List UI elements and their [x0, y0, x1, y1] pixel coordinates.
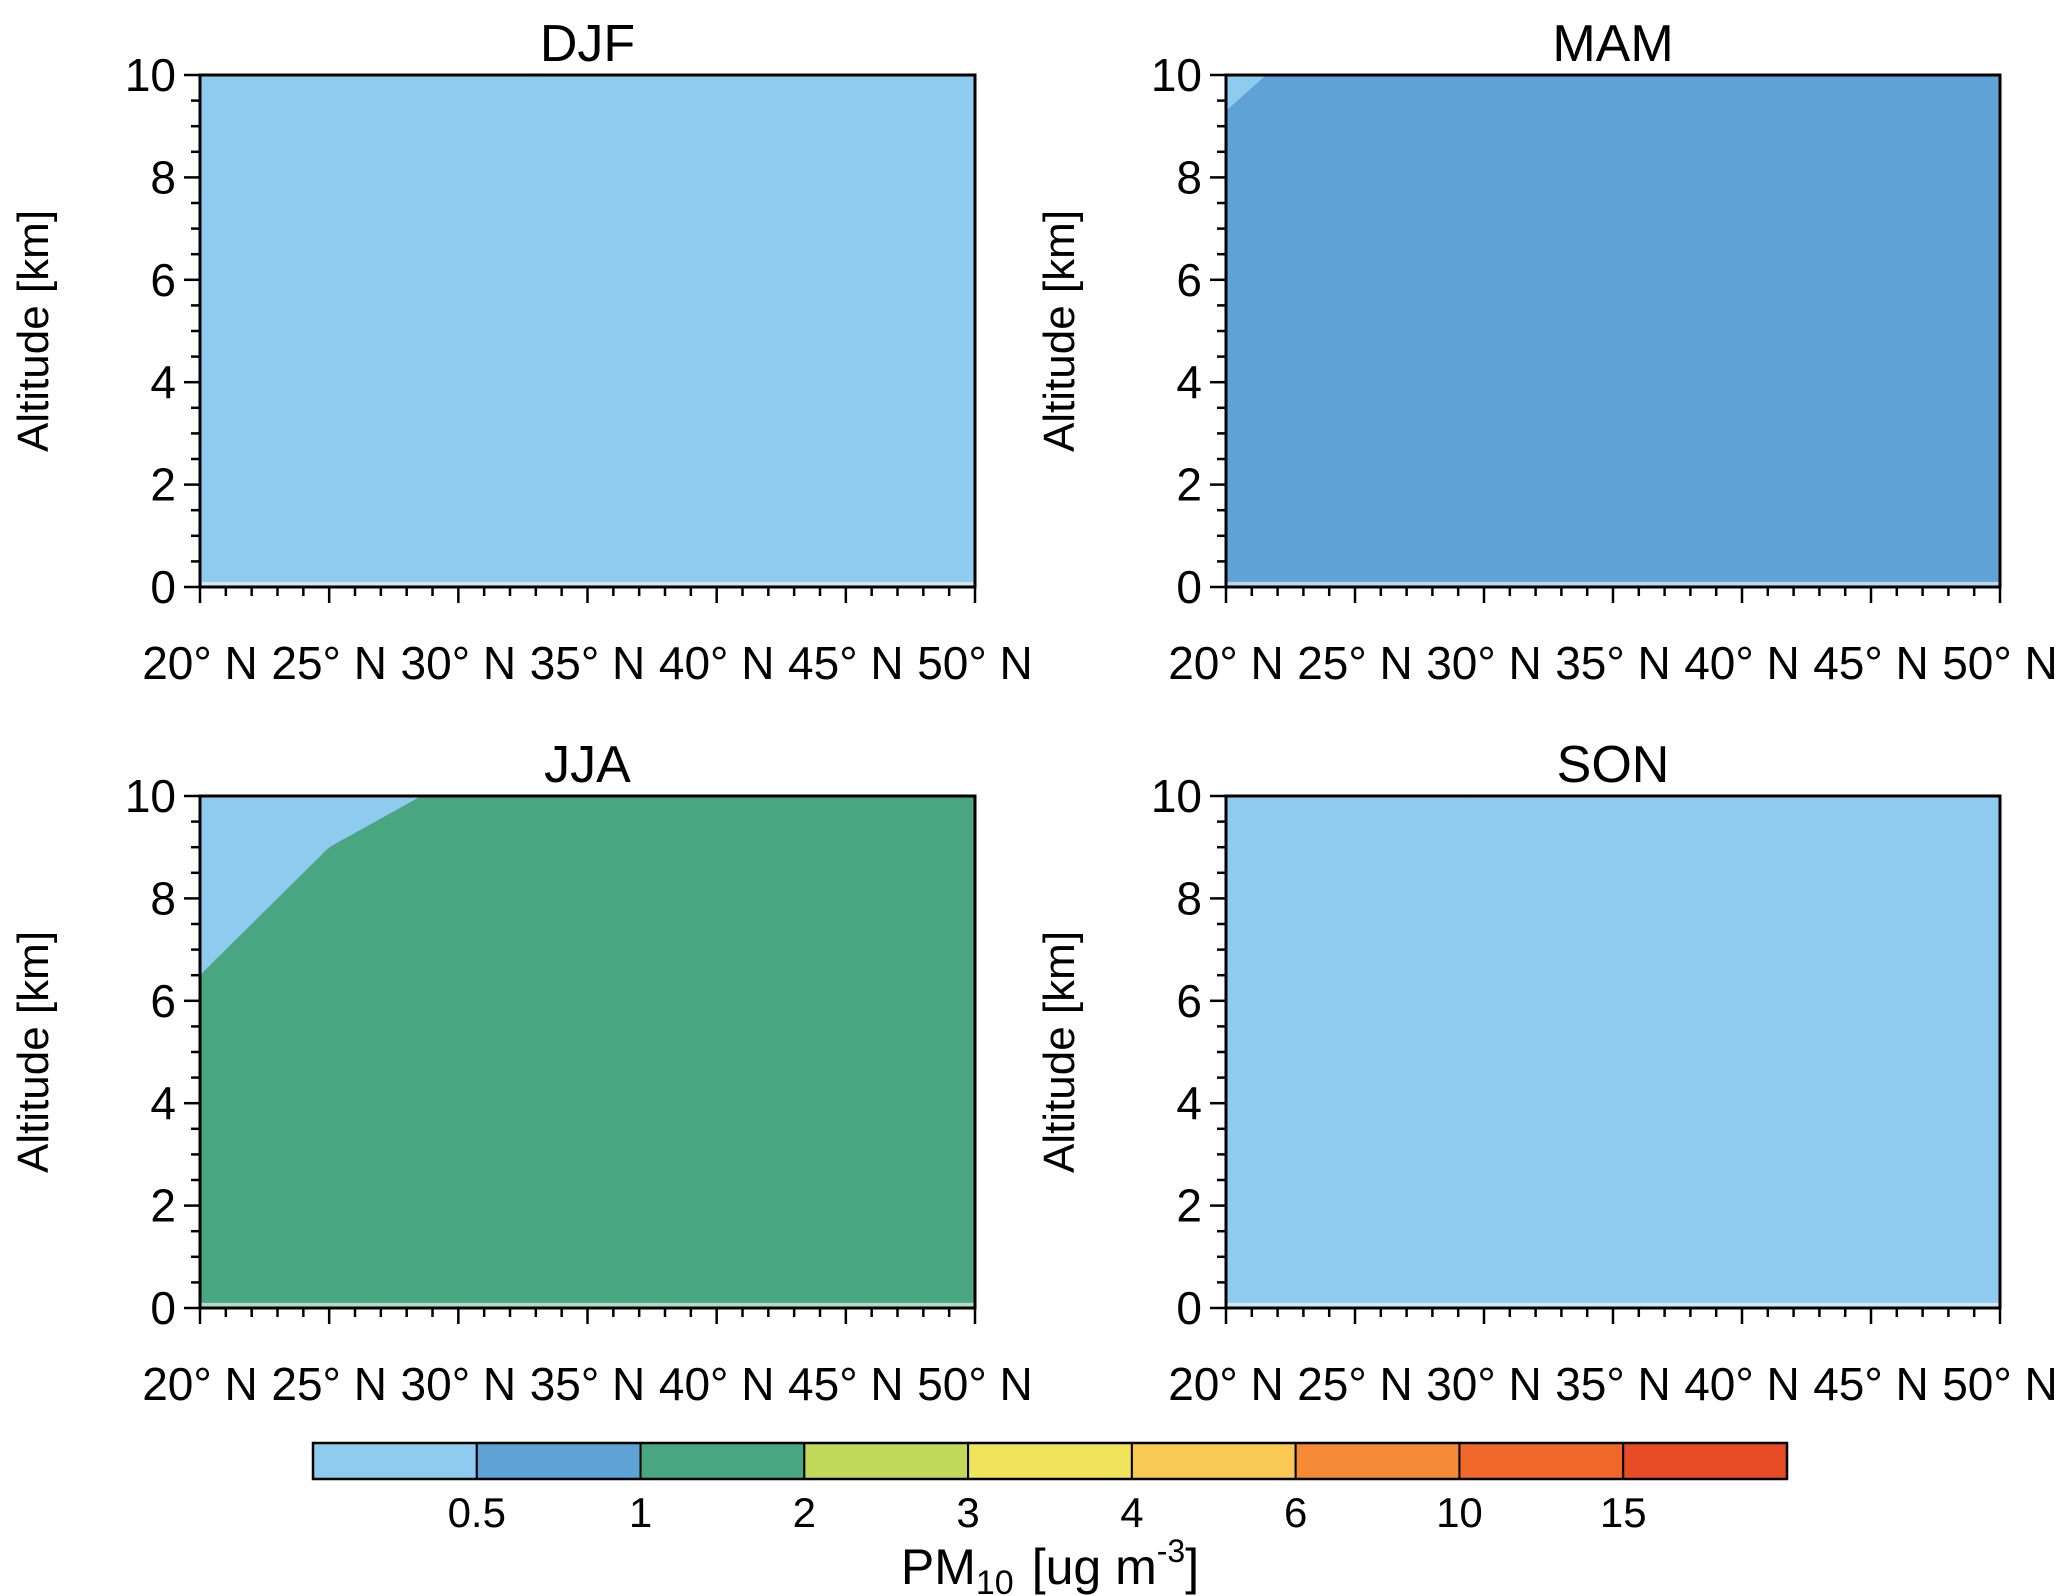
x-tick-label: 40° N — [659, 1358, 775, 1410]
contour-band — [200, 796, 975, 1308]
contour-band — [1226, 796, 2000, 1308]
contour-band — [1226, 75, 2000, 587]
y-tick-label: 4 — [1176, 1077, 1202, 1129]
colorbar-label: 2 — [793, 1489, 816, 1536]
x-tick-label: 30° N — [401, 637, 517, 689]
y-tick-label: 4 — [1176, 356, 1202, 408]
x-tick-label: 35° N — [1555, 637, 1671, 689]
panel-title: DJF — [540, 15, 635, 73]
colorbar-swatch — [312, 1442, 478, 1480]
colorbar-label: 15 — [1600, 1489, 1647, 1536]
colorbar-swatch — [1294, 1442, 1461, 1480]
colorbar-swatch — [475, 1442, 642, 1480]
colorbar-frame — [311, 1441, 1789, 1481]
x-tick-label: 50° N — [1942, 1358, 2058, 1410]
colorbar-swatch — [1622, 1442, 1788, 1480]
contour-fill — [200, 75, 975, 587]
contour-fill — [1226, 796, 2000, 1308]
x-tick-label: 45° N — [1813, 1358, 1929, 1410]
y-tick-label: 8 — [150, 872, 176, 924]
panel-son: 0 2 4 6 8 10 20° N 25° N 30° N 35° N 40° N 45° N 50°… — [1035, 736, 2058, 1410]
y-tick-label: 0 — [150, 1282, 176, 1334]
y-tick-label: 10 — [1151, 49, 1202, 101]
x-tick-label: 45° N — [788, 637, 904, 689]
y-tick-label: 0 — [150, 561, 176, 613]
x-tick-label: 50° N — [1942, 637, 2058, 689]
y-tick-label: 6 — [1176, 254, 1202, 306]
x-tick-label: 45° N — [1813, 637, 1929, 689]
x-tick-label: 35° N — [530, 1358, 646, 1410]
x-tick-label: 50° N — [917, 1358, 1033, 1410]
colorbar: 0.5 1 2 3 4 6 10 15 PM10 [ug m-3] — [311, 1441, 1789, 1596]
y-tick-label: 2 — [150, 1180, 176, 1232]
x-tick-label: 30° N — [1426, 637, 1542, 689]
panel-mam: 0 2 4 6 8 10 20° N 25° N 30° N 35° N 40° N 45° N 50°… — [1035, 15, 2058, 689]
colorbar-swatch — [967, 1442, 1133, 1480]
y-tick-label: 4 — [150, 1077, 176, 1129]
panel-title: MAM — [1552, 15, 1673, 73]
x-tick-label: 25° N — [1297, 1358, 1413, 1410]
y-axis-label: Altitude [km] — [1035, 931, 1084, 1173]
x-tick-label: 25° N — [1297, 637, 1413, 689]
x-tick-label: 40° N — [1684, 1358, 1800, 1410]
x-tick-label: 20° N — [1168, 1358, 1284, 1410]
y-tick-label: 2 — [150, 459, 176, 511]
colorbar-label: 3 — [956, 1489, 979, 1536]
panel-title: JJA — [544, 736, 631, 794]
y-tick-label: 10 — [125, 770, 176, 822]
y-axis-label: Altitude [km] — [1035, 210, 1084, 452]
panel-djf: 0 2 4 6 8 10 20° N 25° N 30° N 35° N 40° N 45° N 50°… — [9, 15, 1033, 689]
y-tick-label: 8 — [1176, 151, 1202, 203]
x-tick-label: 35° N — [530, 637, 646, 689]
x-tick-label: 25° N — [271, 1358, 387, 1410]
y-tick-label: 4 — [150, 356, 176, 408]
colorbar-label: 0.5 — [448, 1489, 506, 1536]
contour-fill — [200, 796, 975, 1308]
y-tick-label: 10 — [1151, 770, 1202, 822]
x-tick-label: 20° N — [1168, 637, 1284, 689]
colorbar-swatch — [1130, 1442, 1297, 1480]
colorbar-label: 1 — [629, 1489, 652, 1536]
y-tick-label: 0 — [1176, 1282, 1202, 1334]
surface-strip — [200, 1302, 975, 1308]
colorbar-label: 6 — [1284, 1489, 1307, 1536]
x-tick-label: 20° N — [142, 1358, 258, 1410]
contour-fill — [1226, 75, 2000, 587]
y-axis-label: Altitude [km] — [9, 931, 58, 1173]
panel-jja: 0 2 4 6 8 10 20° N 25° N 30° N 35° N 40° N 45° N 50°… — [9, 736, 1033, 1410]
x-tick-label: 30° N — [1426, 1358, 1542, 1410]
x-tick-label: 40° N — [659, 637, 775, 689]
y-tick-label: 6 — [150, 975, 176, 1027]
x-tick-label: 25° N — [271, 637, 387, 689]
surface-strip — [200, 581, 975, 587]
colorbar-label: 10 — [1436, 1489, 1483, 1536]
x-tick-label: 35° N — [1555, 1358, 1671, 1410]
y-tick-label: 0 — [1176, 561, 1202, 613]
colorbar-title: PM10 [ug m-3] — [901, 1533, 1199, 1596]
colorbar-swatch — [803, 1442, 970, 1480]
y-tick-label: 6 — [1176, 975, 1202, 1027]
x-tick-label: 40° N — [1684, 637, 1800, 689]
y-axis-label: Altitude [km] — [9, 210, 58, 452]
y-tick-label: 8 — [150, 151, 176, 203]
colorbar-swatch — [639, 1442, 806, 1480]
surface-strip — [1226, 581, 2000, 587]
y-tick-label: 2 — [1176, 1180, 1202, 1232]
x-tick-label: 30° N — [401, 1358, 517, 1410]
x-tick-label: 50° N — [917, 637, 1033, 689]
y-tick-label: 8 — [1176, 872, 1202, 924]
x-tick-label: 45° N — [788, 1358, 904, 1410]
y-tick-label: 6 — [150, 254, 176, 306]
x-tick-label: 20° N — [142, 637, 258, 689]
surface-strip — [1226, 1302, 2000, 1308]
contour-band — [200, 75, 975, 587]
y-tick-label: 2 — [1176, 459, 1202, 511]
y-tick-label: 10 — [125, 49, 176, 101]
colorbar-swatch — [1458, 1442, 1625, 1480]
colorbar-label: 4 — [1120, 1489, 1143, 1536]
panel-title: SON — [1557, 736, 1670, 794]
